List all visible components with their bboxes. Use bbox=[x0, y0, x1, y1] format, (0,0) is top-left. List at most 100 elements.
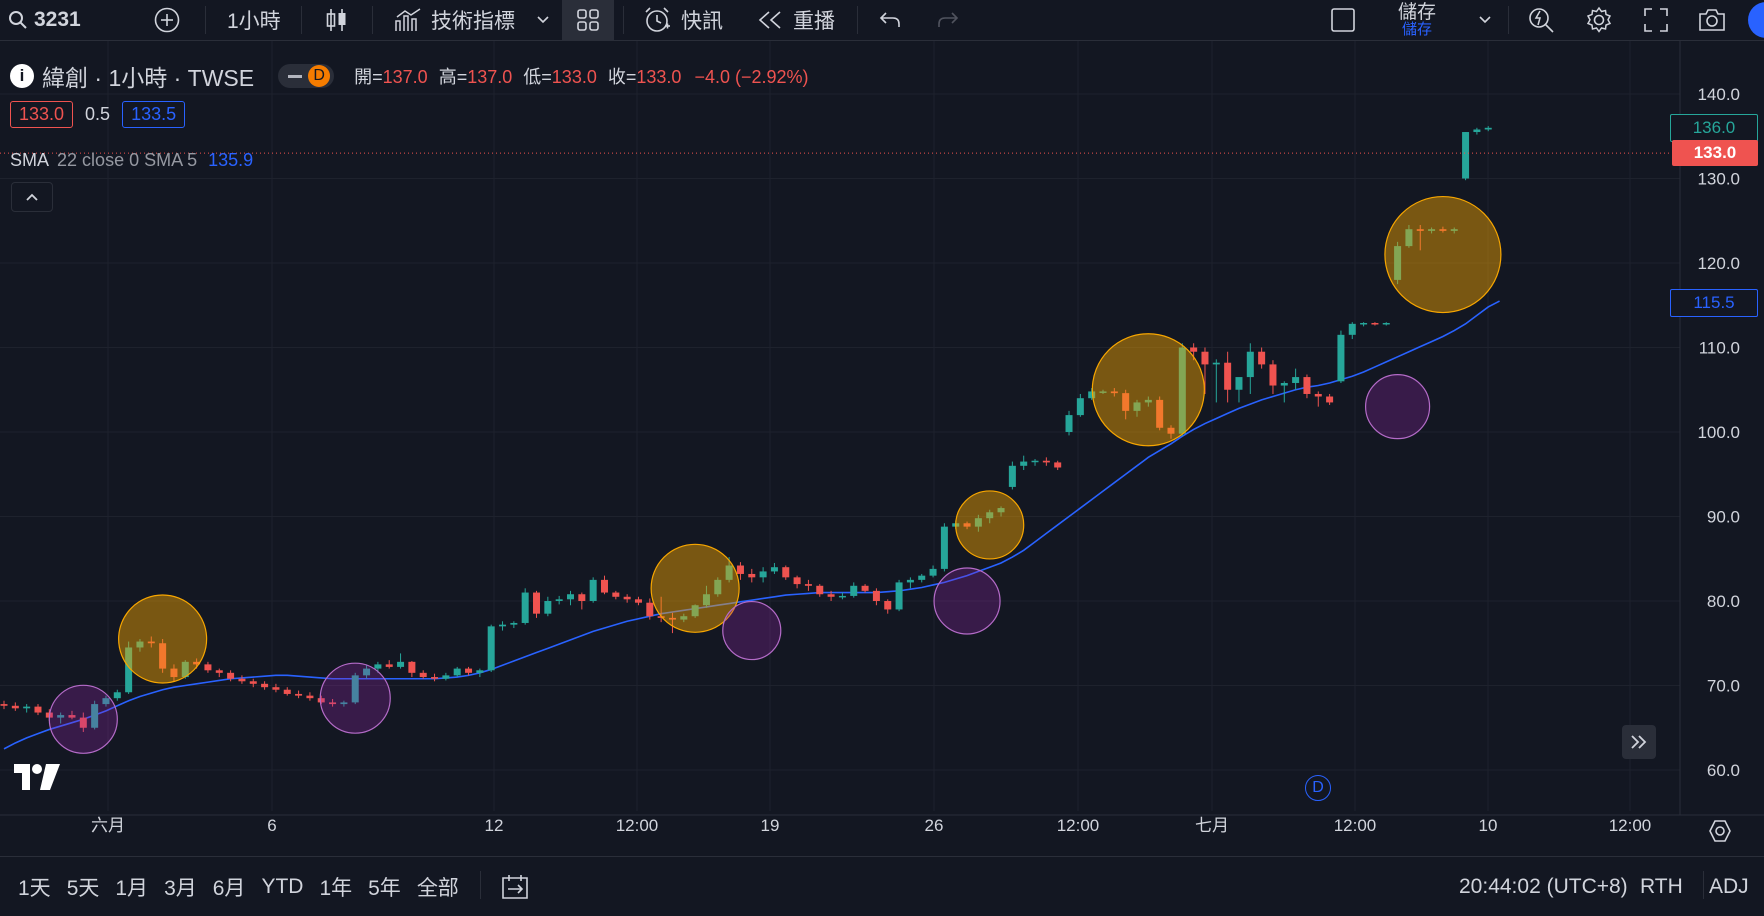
tradingview-logo[interactable] bbox=[14, 764, 60, 795]
candle-body bbox=[1428, 229, 1436, 231]
chart-type-button[interactable] bbox=[325, 0, 349, 40]
candle-body bbox=[431, 677, 439, 679]
bid-ask-row: 133.0 0.5 133.5 bbox=[10, 101, 186, 128]
candle-body bbox=[125, 647, 133, 693]
candle-body bbox=[600, 579, 608, 593]
time-tick-label: 六月 bbox=[91, 816, 125, 835]
candle-body bbox=[397, 661, 405, 667]
range-6m[interactable]: 6月 bbox=[212, 876, 246, 900]
dividend-marker-label: D bbox=[1312, 779, 1324, 796]
candle-body bbox=[453, 668, 461, 676]
account-avatar[interactable] bbox=[1748, 2, 1764, 38]
replay-button[interactable]: 重播 bbox=[757, 0, 835, 40]
quick-search-button[interactable] bbox=[1527, 0, 1555, 40]
price-tick-label: 90.0 bbox=[1707, 508, 1740, 527]
toolbar-divider bbox=[1508, 6, 1509, 34]
fullscreen-button[interactable] bbox=[1643, 0, 1669, 40]
range-ytd[interactable]: YTD bbox=[261, 874, 304, 898]
ask-box[interactable]: 133.5 bbox=[122, 101, 186, 128]
candle-body bbox=[102, 698, 110, 705]
candle-body bbox=[317, 698, 325, 703]
candle-body bbox=[91, 704, 99, 728]
dividend-marker[interactable]: D bbox=[1305, 775, 1331, 801]
candle-body bbox=[1473, 129, 1481, 133]
layout-button[interactable] bbox=[562, 0, 614, 40]
candle-body bbox=[680, 616, 688, 620]
time-tick-label: 12:00 bbox=[1334, 816, 1377, 835]
candle-body bbox=[1269, 364, 1277, 386]
candle-body bbox=[1292, 377, 1300, 383]
screenshot-button[interactable] bbox=[1697, 0, 1727, 40]
indicator-legend-row[interactable]: SMA 22 close 0 SMA 5 135.9 bbox=[10, 150, 253, 171]
dividend-badge[interactable]: D bbox=[308, 65, 331, 87]
candle-body bbox=[249, 681, 257, 684]
axis-settings-button[interactable] bbox=[1706, 817, 1734, 845]
save-dropdown[interactable] bbox=[1478, 0, 1492, 40]
range-1y[interactable]: 1年 bbox=[319, 876, 353, 900]
candle-body bbox=[940, 526, 948, 569]
candle-body bbox=[1235, 377, 1243, 390]
candle-body bbox=[736, 565, 744, 574]
interval-button[interactable]: 1小時 bbox=[227, 10, 281, 33]
time-tick-label: 12:00 bbox=[1057, 816, 1100, 835]
candle-body bbox=[1076, 398, 1084, 416]
redo-icon bbox=[938, 12, 959, 27]
purple-highlight-circle bbox=[933, 567, 1001, 635]
candle-body bbox=[1405, 229, 1413, 247]
range-5d[interactable]: 5天 bbox=[66, 876, 100, 900]
info-icon[interactable]: i bbox=[10, 64, 34, 88]
candle-body bbox=[974, 518, 982, 527]
candle-body bbox=[850, 585, 858, 596]
symbol-search-button[interactable]: 3231 bbox=[8, 0, 81, 40]
candle-body bbox=[385, 664, 393, 667]
candle-body bbox=[1065, 415, 1073, 432]
range-1m[interactable]: 1月 bbox=[115, 876, 149, 900]
candle-body bbox=[804, 584, 812, 586]
range-3m[interactable]: 3月 bbox=[164, 876, 197, 900]
candle-body bbox=[340, 702, 348, 705]
compare-add-button[interactable] bbox=[154, 0, 180, 40]
adjust-button[interactable]: ADJ bbox=[1709, 874, 1749, 898]
candle-body bbox=[295, 693, 303, 696]
fullscreen-layout-button[interactable] bbox=[1330, 0, 1356, 40]
candle-body bbox=[668, 617, 676, 620]
alerts-button[interactable]: 快訊 bbox=[643, 0, 723, 40]
alarm-clock-icon bbox=[645, 7, 670, 32]
undo-button[interactable] bbox=[878, 0, 902, 40]
orange-highlight-circle bbox=[1384, 195, 1502, 314]
price-tick-label: 140.0 bbox=[1697, 85, 1740, 104]
candle-body bbox=[1382, 322, 1390, 325]
chart-grid bbox=[0, 41, 1764, 816]
low-label: 低= bbox=[523, 67, 552, 87]
indicators-button[interactable]: 技術指標 bbox=[394, 0, 515, 40]
candle-body bbox=[1212, 362, 1220, 365]
indicator-name: SMA bbox=[10, 150, 49, 170]
save-button[interactable]: 儲存 儲存 bbox=[1398, 0, 1436, 40]
settings-button[interactable] bbox=[1585, 0, 1613, 40]
range-1d[interactable]: 1天 bbox=[18, 876, 51, 900]
candle-body bbox=[1416, 229, 1424, 231]
toolbar-divider bbox=[372, 6, 373, 34]
bid-box[interactable]: 133.0 bbox=[10, 101, 74, 128]
price-chart[interactable]: 140.0130.0120.0110.0100.090.080.070.060.… bbox=[0, 41, 1764, 856]
scroll-to-realtime-button[interactable] bbox=[1622, 725, 1656, 759]
candle-body bbox=[34, 706, 42, 713]
chevron-up-icon bbox=[26, 193, 38, 201]
indicators-dropdown[interactable] bbox=[536, 0, 550, 40]
candle-body bbox=[238, 678, 246, 682]
chevron-down-icon bbox=[1479, 16, 1491, 24]
collapse-legend-button[interactable] bbox=[11, 182, 53, 212]
badge-group: D bbox=[278, 64, 335, 88]
candle-body bbox=[691, 605, 699, 617]
range-all[interactable]: 全部 bbox=[416, 876, 459, 900]
symbol-title[interactable]: 緯創 · 1小時 · TWSE bbox=[42, 65, 255, 91]
candle-body bbox=[1133, 402, 1141, 411]
session-button[interactable]: RTH bbox=[1640, 874, 1683, 898]
range-5y[interactable]: 5年 bbox=[368, 876, 401, 900]
clock-display[interactable]: 20:44:02 (UTC+8) bbox=[1459, 874, 1628, 898]
candle-body bbox=[136, 641, 144, 648]
goto-date-button[interactable] bbox=[500, 857, 530, 916]
candle-body bbox=[1462, 132, 1470, 179]
candle-body bbox=[544, 601, 552, 614]
redo-button[interactable] bbox=[936, 0, 960, 40]
